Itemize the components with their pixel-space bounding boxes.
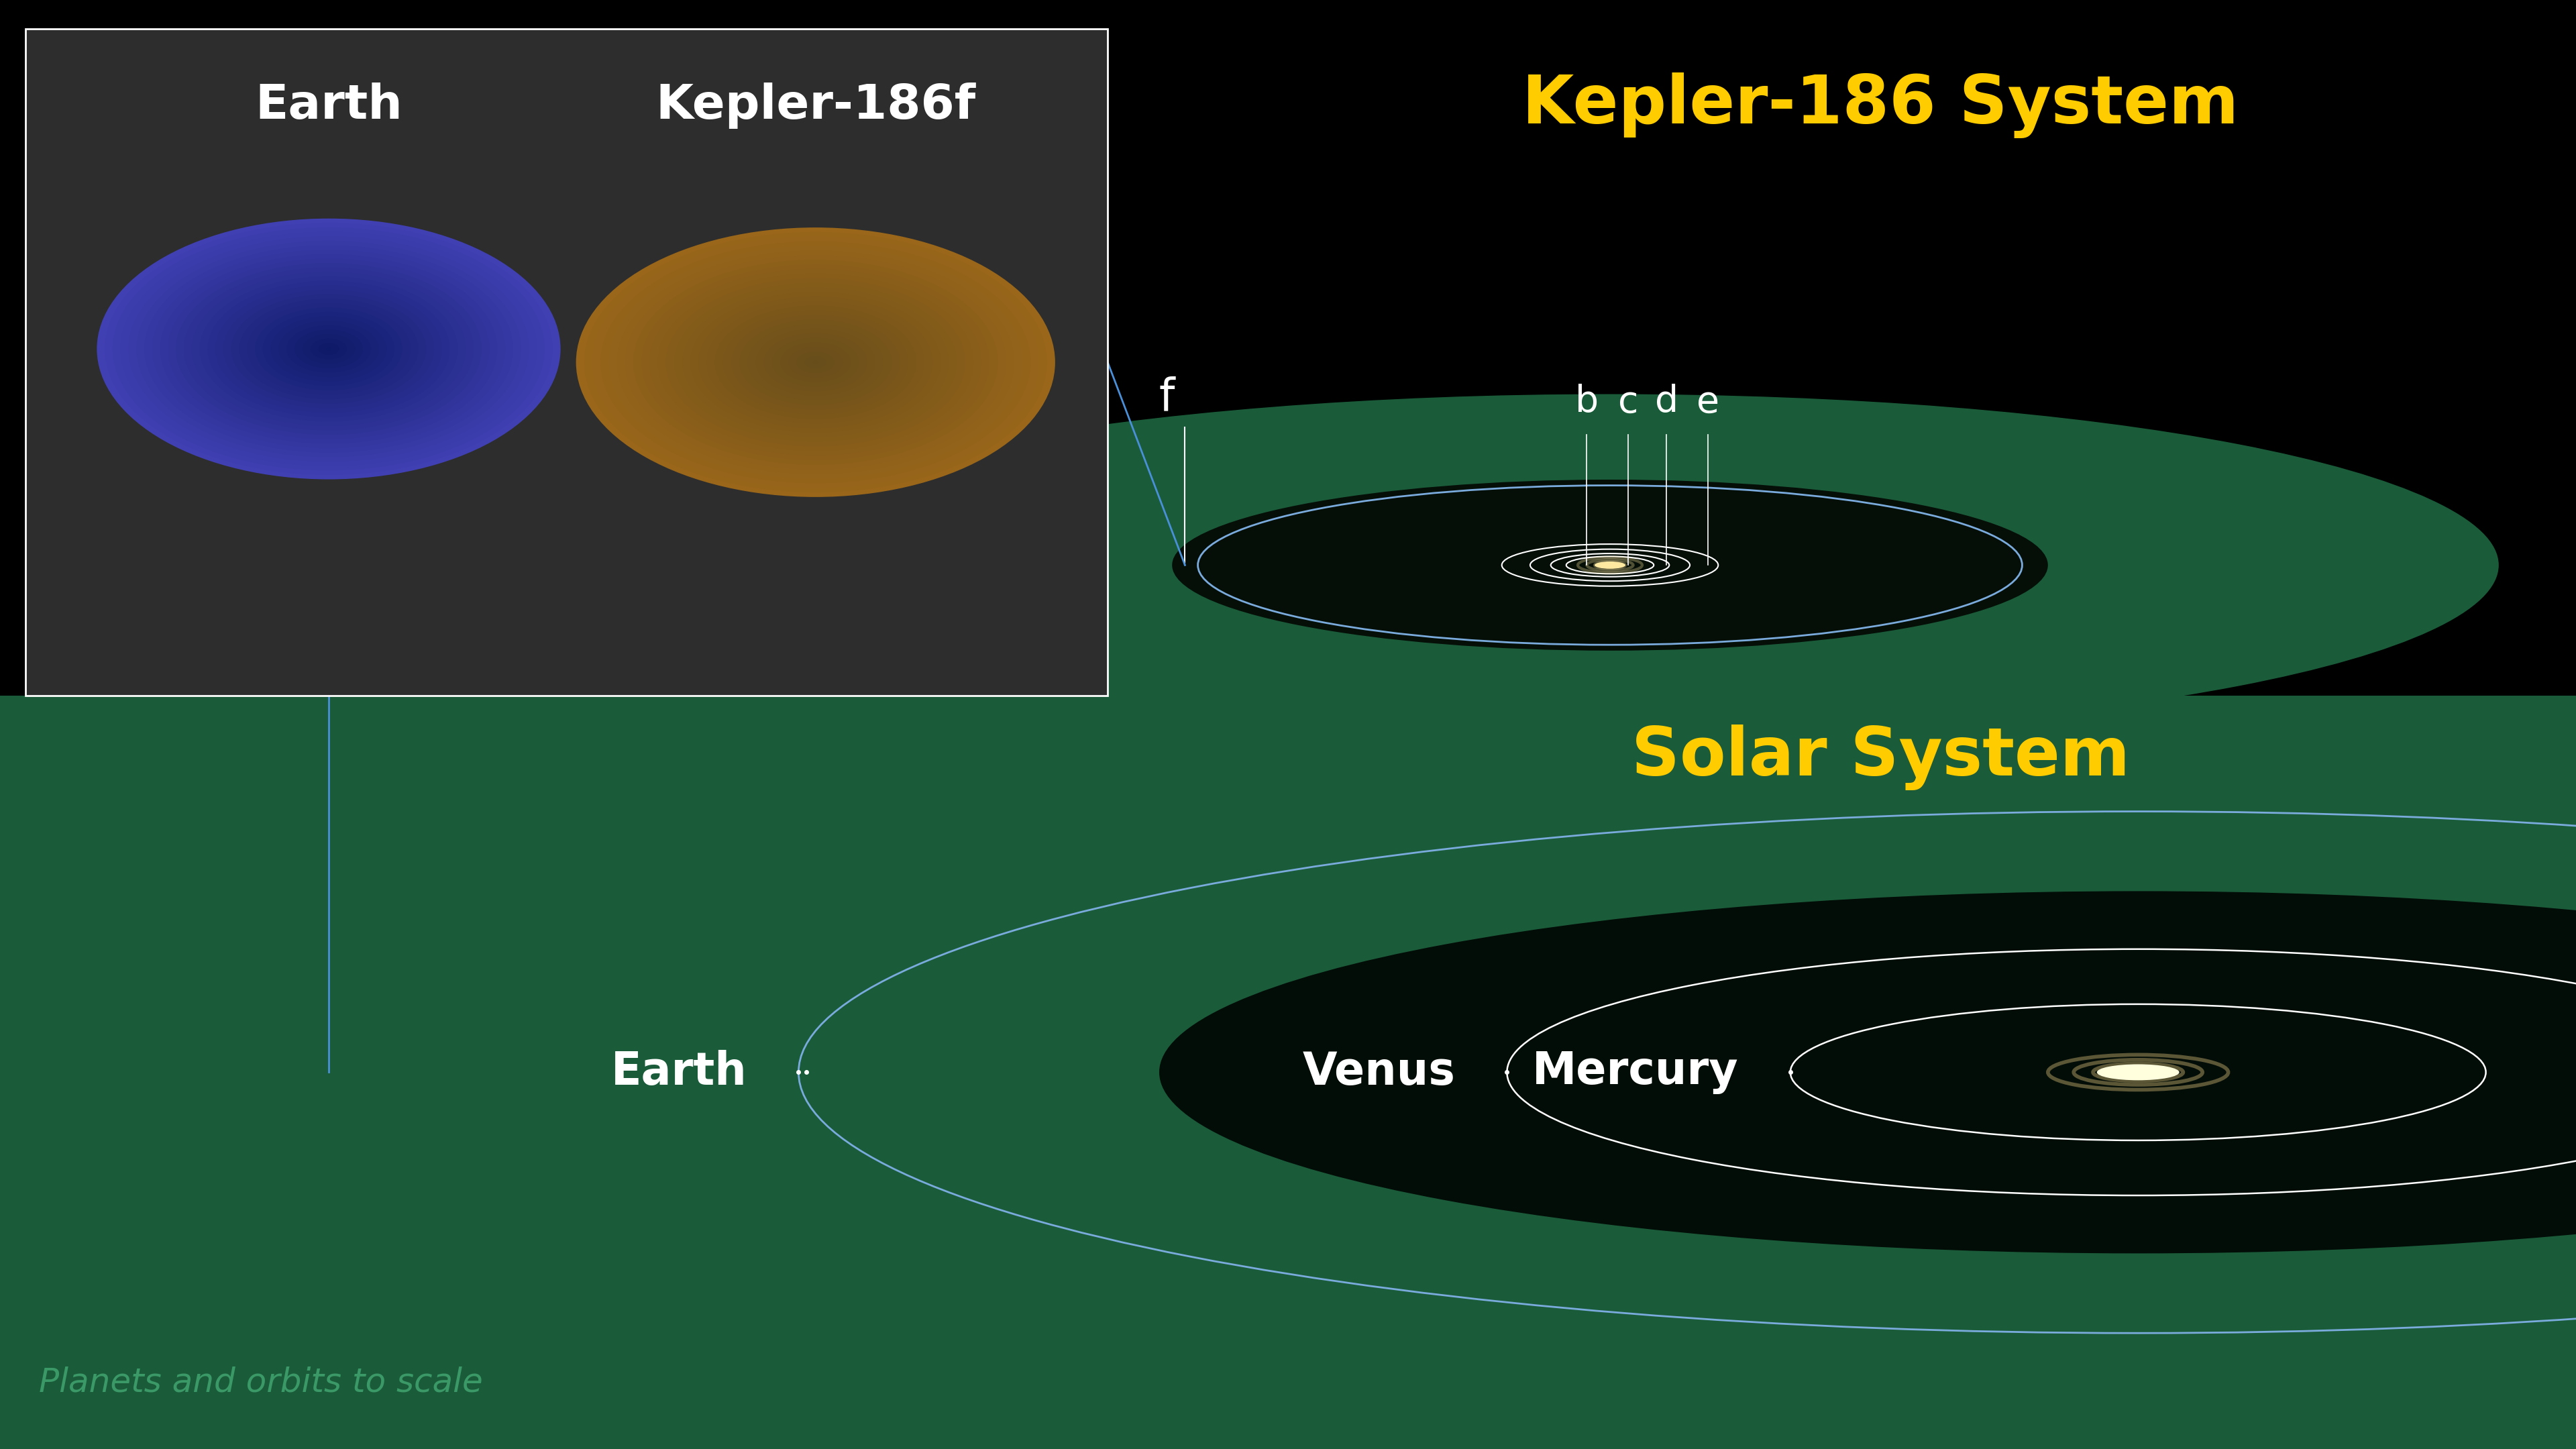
Ellipse shape [616,251,1015,474]
Text: Venus: Venus [1303,1051,1455,1094]
Ellipse shape [608,246,1023,478]
Ellipse shape [301,335,355,364]
Text: Kepler-186 System: Kepler-186 System [1522,72,2239,138]
Ellipse shape [278,320,379,377]
Ellipse shape [191,272,466,426]
Ellipse shape [716,306,917,419]
Ellipse shape [183,268,474,430]
Ellipse shape [690,291,940,433]
Ellipse shape [286,325,371,372]
Text: c: c [1618,384,1638,420]
Ellipse shape [209,281,451,417]
Ellipse shape [796,352,835,372]
Text: e: e [1698,384,1718,420]
Ellipse shape [721,394,2499,736]
Ellipse shape [327,348,332,351]
Text: f: f [1159,375,1175,420]
Ellipse shape [788,346,842,378]
Ellipse shape [240,298,417,400]
Ellipse shape [755,329,876,396]
Ellipse shape [144,245,513,452]
Ellipse shape [626,255,1007,469]
Text: Kepler-186f: Kepler-186f [654,83,976,129]
Text: Mercury: Mercury [1533,1051,1739,1094]
Ellipse shape [675,283,958,442]
Ellipse shape [386,746,2576,1398]
Ellipse shape [198,277,459,422]
Ellipse shape [773,338,858,387]
Ellipse shape [683,287,948,438]
Text: Solar System: Solar System [1631,724,2130,790]
FancyBboxPatch shape [26,29,1108,696]
Ellipse shape [2097,1064,2179,1081]
Ellipse shape [641,264,989,461]
Text: Earth: Earth [611,1051,747,1094]
Ellipse shape [665,278,966,446]
Text: Earth: Earth [255,83,402,129]
Ellipse shape [247,303,410,394]
Ellipse shape [732,314,899,410]
Ellipse shape [592,236,1038,488]
Ellipse shape [706,301,925,423]
Ellipse shape [255,307,402,390]
Ellipse shape [121,232,536,467]
Ellipse shape [152,249,505,448]
Ellipse shape [309,339,348,359]
Ellipse shape [657,274,974,451]
Ellipse shape [175,262,482,435]
Ellipse shape [781,342,850,383]
Text: Planets and orbits to scale: Planets and orbits to scale [39,1366,482,1398]
Ellipse shape [167,258,489,439]
Ellipse shape [319,343,340,355]
Ellipse shape [634,259,997,465]
Ellipse shape [160,254,497,443]
Ellipse shape [294,330,363,368]
Ellipse shape [1595,561,1625,569]
Ellipse shape [585,232,1046,493]
Ellipse shape [106,223,554,475]
Ellipse shape [804,356,827,368]
Polygon shape [0,696,2576,1449]
Polygon shape [0,0,2576,696]
Ellipse shape [739,319,891,406]
Ellipse shape [698,297,933,427]
Ellipse shape [600,242,1030,483]
Ellipse shape [765,333,868,391]
Ellipse shape [649,270,981,455]
Ellipse shape [1172,480,2048,651]
Ellipse shape [129,236,528,462]
Ellipse shape [232,294,425,404]
Text: d: d [1654,384,1680,420]
Ellipse shape [814,361,819,364]
Ellipse shape [224,290,433,409]
Text: b: b [1574,384,1600,420]
Ellipse shape [98,219,562,480]
Ellipse shape [216,285,443,413]
Ellipse shape [137,241,520,456]
Ellipse shape [113,227,544,471]
Ellipse shape [747,325,884,400]
Ellipse shape [724,310,907,414]
Ellipse shape [577,227,1056,497]
Ellipse shape [1159,891,2576,1253]
Ellipse shape [263,312,394,385]
Ellipse shape [270,316,386,381]
